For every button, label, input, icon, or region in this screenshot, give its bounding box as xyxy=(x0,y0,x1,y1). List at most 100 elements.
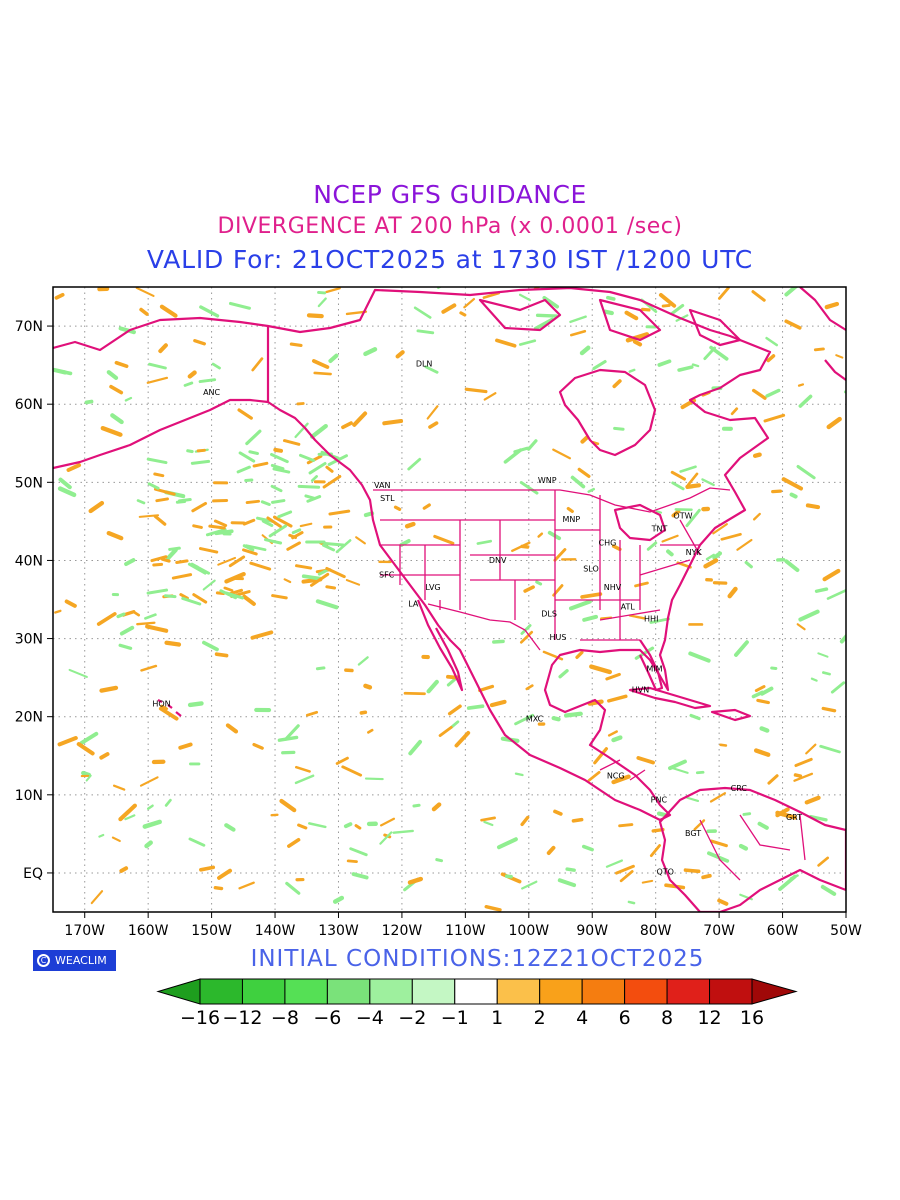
divergence-contour xyxy=(416,329,435,335)
divergence-contour xyxy=(819,744,841,754)
divergence-contour xyxy=(552,448,572,460)
divergence-contour xyxy=(179,593,189,600)
divergence-contour xyxy=(171,573,193,580)
divergence-contour xyxy=(313,371,332,376)
divergence-contour xyxy=(325,566,346,579)
divergence-contour xyxy=(478,684,495,693)
divergence-contour xyxy=(118,803,137,822)
divergence-contour xyxy=(557,878,577,888)
divergence-contour xyxy=(820,884,837,896)
divergence-contour xyxy=(670,470,686,481)
divergence-contour xyxy=(357,656,369,666)
divergence-contour xyxy=(817,652,829,658)
divergence-contour xyxy=(192,524,203,529)
divergence-contour xyxy=(464,387,488,394)
divergence-contour xyxy=(805,503,821,510)
divergence-contour xyxy=(363,347,378,357)
lat-tick-label: 60N xyxy=(15,397,43,413)
divergence-contour xyxy=(249,561,272,571)
lon-tick-label: 80W xyxy=(640,923,672,939)
divergence-contour xyxy=(546,845,556,855)
divergence-contour xyxy=(299,522,313,528)
divergence-contour xyxy=(153,472,165,478)
divergence-contour xyxy=(537,532,544,538)
station-label-nyk: NYK xyxy=(686,548,703,557)
colorbar-label: −4 xyxy=(356,1007,384,1029)
chart-subtitle: DIVERGENCE AT 200 hPa (x 0.0001 /sec) xyxy=(217,214,683,239)
colorbar-swatch xyxy=(199,978,243,1005)
colorbar-swatch xyxy=(241,978,286,1005)
divergence-contour xyxy=(317,297,327,308)
divergence-contour xyxy=(575,650,584,659)
divergence-contour xyxy=(160,704,169,711)
divergence-contour xyxy=(781,477,804,491)
divergence-contour xyxy=(821,706,837,713)
divergence-contour xyxy=(839,633,846,644)
grid-lines xyxy=(53,287,847,912)
divergence-contour xyxy=(305,710,319,717)
divergence-contour xyxy=(393,505,402,511)
divergence-contour xyxy=(145,624,169,633)
divergence-contour xyxy=(99,752,110,760)
divergence-contour xyxy=(309,572,330,587)
divergence-contour xyxy=(245,429,262,446)
divergence-contour xyxy=(158,706,179,721)
divergence-contour xyxy=(323,541,345,547)
divergence-field xyxy=(53,287,846,912)
divergence-contour xyxy=(422,503,431,510)
divergence-contour xyxy=(784,559,800,573)
divergence-contour xyxy=(535,580,543,586)
divergence-contour xyxy=(277,735,299,742)
lon-tick-label: 140W xyxy=(255,923,296,939)
divergence-contour xyxy=(525,684,534,691)
station-label-hvn: HVN xyxy=(632,685,649,694)
divergence-contour xyxy=(199,305,220,318)
coastline-florida xyxy=(639,639,664,692)
divergence-contour xyxy=(824,301,840,310)
divergence-contour xyxy=(693,819,706,831)
divergence-contour xyxy=(283,578,292,584)
divergence-contour xyxy=(175,559,189,565)
divergence-contour xyxy=(657,359,672,367)
divergence-contour xyxy=(720,532,742,541)
divergence-contour xyxy=(753,748,771,757)
divergence-contour xyxy=(566,506,574,513)
divergence-contour xyxy=(701,873,712,880)
coastline-baja xyxy=(416,599,464,692)
divergence-contour xyxy=(205,528,227,537)
divergence-contour xyxy=(686,472,699,487)
divergence-contour xyxy=(299,453,316,462)
lon-tick-label: 60W xyxy=(767,923,799,939)
divergence-contour xyxy=(636,756,655,765)
divergence-contour xyxy=(766,354,776,363)
divergence-contour xyxy=(261,519,274,527)
divergence-contour xyxy=(225,723,239,734)
divergence-contour xyxy=(351,872,369,880)
divergence-contour xyxy=(245,499,261,504)
station-label-otw: OTW xyxy=(673,511,692,520)
colorbar-swatch xyxy=(539,978,583,1005)
divergence-contour xyxy=(252,461,269,468)
divergence-contour xyxy=(251,357,264,372)
divergence-contour xyxy=(150,555,168,563)
divergence-contour xyxy=(198,378,217,384)
station-labels: ANC DLN VAN STL WNP MNP OTW TNT CHG NYK DNV SLO SFC L… xyxy=(152,360,802,877)
divergence-contour xyxy=(738,843,749,851)
divergence-contour xyxy=(85,774,92,782)
divergence-contour xyxy=(322,543,336,552)
divergence-contour xyxy=(603,309,614,316)
colorbar-label: 8 xyxy=(661,1007,673,1029)
divergence-contour xyxy=(476,539,493,545)
political-borders xyxy=(373,487,806,881)
divergence-contour xyxy=(245,544,267,552)
divergence-contour xyxy=(158,343,168,354)
divergence-contour xyxy=(295,564,313,570)
divergence-contour xyxy=(343,822,353,829)
divergence-contour xyxy=(325,585,337,590)
divergence-contour xyxy=(794,757,813,768)
station-label-la: LA xyxy=(408,600,419,609)
divergence-contour xyxy=(270,463,285,471)
divergence-contour xyxy=(217,556,237,566)
divergence-contour xyxy=(364,777,384,781)
divergence-contour xyxy=(242,594,256,606)
